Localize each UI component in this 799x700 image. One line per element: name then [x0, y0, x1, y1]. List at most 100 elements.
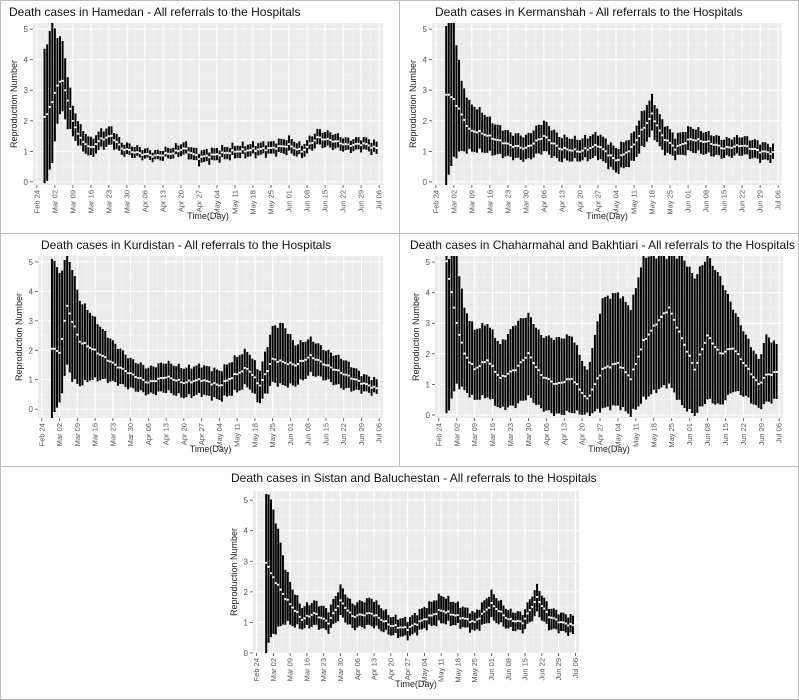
mean-point [58, 80, 62, 83]
mean-point [563, 381, 566, 384]
mean-point [522, 359, 525, 362]
mean-point [565, 378, 568, 381]
mean-point [716, 348, 719, 351]
mean-point [372, 145, 376, 148]
mean-point [154, 380, 158, 383]
mean-point [322, 617, 325, 620]
x-axis-label: Time(Day) [586, 211, 628, 221]
mean-point [271, 357, 274, 360]
mean-point [337, 369, 340, 372]
mean-point [722, 147, 726, 150]
mean-point [281, 360, 284, 363]
mean-point [303, 617, 306, 620]
mean-point [734, 350, 737, 353]
x-tick-label: Apr 27 [596, 423, 605, 445]
mean-point [575, 383, 579, 386]
mean-point [177, 378, 180, 381]
x-tick-label: May 11 [231, 190, 240, 214]
mean-point [64, 89, 67, 92]
mean-point [491, 137, 494, 140]
mean-point [715, 143, 718, 146]
mean-point [449, 613, 452, 616]
mean-point [609, 154, 612, 157]
mean-point [334, 140, 337, 143]
mean-point [749, 373, 753, 376]
mean-point [382, 620, 385, 623]
mean-point [534, 365, 538, 369]
mean-point [655, 323, 658, 326]
mean-point [509, 143, 512, 147]
mean-point [363, 614, 366, 617]
mean-point [352, 143, 355, 147]
x-tick-label: May 04 [613, 423, 622, 448]
mean-point [689, 137, 692, 141]
y-tick-label: 1 [29, 376, 34, 385]
mean-point [334, 368, 338, 372]
x-axis-label: Time(Day) [395, 679, 437, 689]
mean-point [114, 363, 117, 366]
mean-point [519, 361, 522, 364]
mean-point [272, 146, 275, 149]
x-tick-label: Mar 23 [319, 658, 328, 681]
x-tick-label: Apr 27 [403, 658, 412, 680]
mean-point [634, 362, 637, 366]
mean-point [416, 623, 419, 626]
mean-point [344, 606, 347, 609]
mean-point [450, 291, 453, 294]
mean-point [362, 382, 366, 385]
mean-point [357, 142, 360, 145]
mean-point [389, 624, 392, 628]
mean-point [223, 152, 226, 155]
mean-point [583, 395, 586, 398]
mean-point [66, 99, 69, 102]
mean-point [299, 359, 302, 362]
mean-point [313, 611, 316, 615]
mean-point [104, 355, 107, 359]
mean-point [566, 148, 569, 151]
mean-point [506, 372, 510, 375]
mean-point [258, 384, 262, 387]
mean-point [377, 616, 380, 619]
mean-point [483, 361, 486, 364]
mean-point [317, 358, 320, 362]
mean-point [492, 605, 496, 608]
mean-point [535, 139, 538, 142]
y-axis-label: Reproduction Number [229, 528, 239, 616]
x-tick-label: Jun 01 [487, 658, 496, 681]
x-tick-label: Mar 23 [104, 190, 113, 213]
mean-point [289, 361, 292, 364]
mean-point [94, 142, 98, 146]
x-tick-label: May 04 [215, 423, 224, 448]
mean-point [481, 361, 484, 364]
mean-point [648, 117, 651, 120]
x-tick-label: Jun 15 [321, 190, 330, 213]
mean-point [286, 363, 289, 366]
y-tick-label: 5 [244, 496, 249, 505]
mean-point [729, 347, 732, 350]
mean-point [645, 121, 648, 125]
mean-point [339, 142, 342, 145]
mean-point [612, 156, 615, 160]
mean-point [650, 112, 654, 115]
mean-point [450, 95, 453, 99]
mean-point [568, 378, 571, 381]
x-tick-label: Mar 30 [336, 658, 345, 681]
mean-point [308, 142, 311, 145]
mean-point [365, 382, 368, 386]
mean-point [545, 610, 548, 613]
mean-point [562, 621, 565, 624]
mean-point [66, 304, 69, 307]
mean-point [601, 367, 604, 370]
mean-point [262, 147, 265, 150]
mean-point [662, 312, 666, 315]
mean-point [769, 152, 772, 155]
mean-point [46, 113, 49, 116]
x-axis-label: Time(Day) [187, 211, 229, 221]
mean-point [375, 614, 378, 617]
mean-point [251, 373, 254, 377]
mean-point [349, 144, 352, 148]
mean-point [445, 93, 448, 96]
mean-point [311, 141, 314, 144]
mean-point [347, 143, 350, 146]
mean-point [323, 138, 327, 141]
